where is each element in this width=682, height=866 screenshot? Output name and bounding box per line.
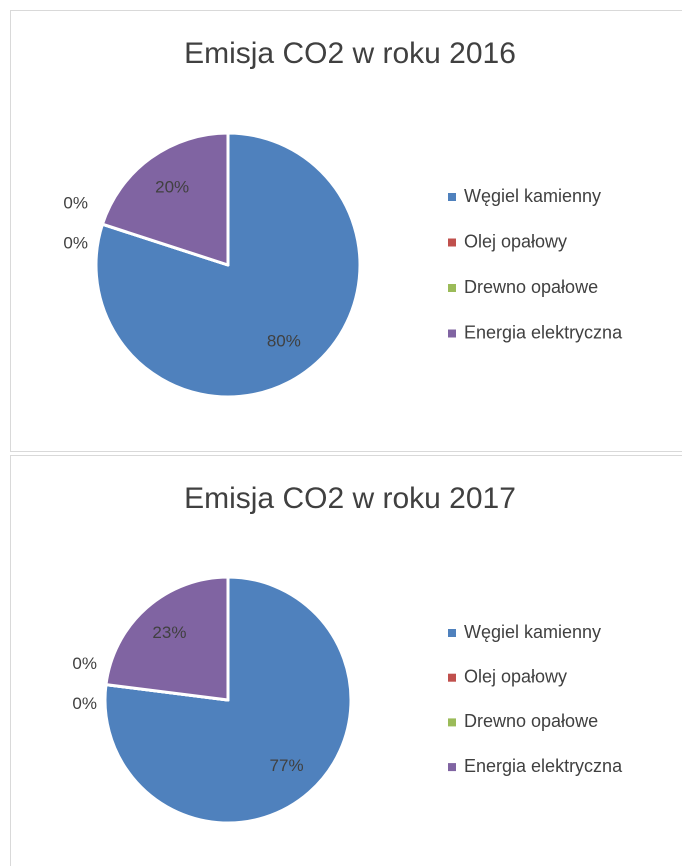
data-label: 0% bbox=[72, 694, 97, 713]
legend-label: Energia elektryczna bbox=[464, 322, 623, 342]
legend-swatch bbox=[448, 673, 456, 682]
legend-swatch bbox=[448, 193, 456, 201]
legend-label: Węgiel kamienny bbox=[464, 622, 601, 642]
legend-swatch bbox=[448, 238, 456, 247]
chart-title: Emisja CO2 w roku 2016 bbox=[184, 37, 516, 70]
data-label: 0% bbox=[63, 234, 88, 253]
legend-label: Olej opałowy bbox=[464, 231, 567, 251]
data-label: 0% bbox=[63, 194, 88, 213]
legend-label: Energia elektryczna bbox=[464, 756, 623, 776]
pie-slice bbox=[104, 575, 230, 702]
chart-frame bbox=[10, 10, 682, 452]
chart-title: Emisja CO2 w roku 2017 bbox=[184, 482, 516, 515]
data-label: 77% bbox=[270, 756, 304, 775]
data-label: 23% bbox=[152, 623, 186, 642]
legend-label: Węgiel kamienny bbox=[464, 186, 601, 206]
data-label: 20% bbox=[155, 178, 189, 197]
data-label: 0% bbox=[72, 654, 97, 673]
legend-swatch bbox=[448, 284, 456, 292]
data-label: 80% bbox=[267, 331, 301, 350]
legend-label: Drewno opałowe bbox=[464, 711, 598, 731]
legend-label: Olej opałowy bbox=[464, 666, 567, 686]
legend-swatch bbox=[448, 329, 456, 338]
legend-swatch bbox=[448, 629, 456, 637]
pie-slice bbox=[100, 131, 230, 267]
legend-label: Drewno opałowe bbox=[464, 277, 598, 297]
legend-swatch bbox=[448, 718, 456, 727]
chart-frame bbox=[10, 455, 682, 866]
legend-swatch bbox=[448, 763, 456, 772]
